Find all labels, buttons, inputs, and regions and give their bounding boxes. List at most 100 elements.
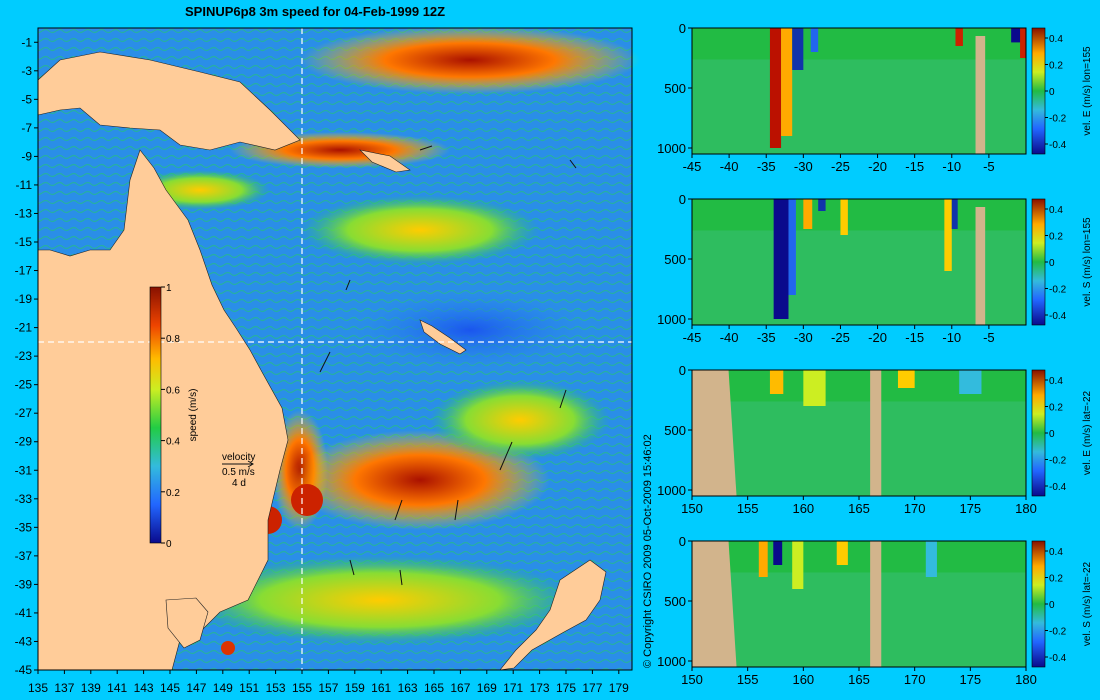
section-x-tick-label: 170 [904,672,926,687]
map-x-tick-label: 145 [160,681,180,695]
section-x-tick-label: -5 [983,159,995,174]
map-y-tick-label: -3 [21,64,32,78]
map-x-tick-label: 169 [477,681,497,695]
section-x-tick-label: 150 [681,672,703,687]
section-x-tick-label: -25 [831,330,850,345]
section-x-tick-label: -30 [794,159,813,174]
section-y-tick-label: 0 [679,534,686,549]
vector-key-value: 0.5 m/s [222,467,255,478]
section-velocity-feature [836,541,848,565]
section-colorbar-tick-label: -0.2 [1049,627,1067,638]
speed-colorbar-gradient [149,286,162,544]
section-colorbar-tick-label: 0 [1049,258,1055,269]
section-panel-4: 150 155 160 165 170 175 180 0 500 1000 0.4 0.2 0 -0.2… [657,534,1093,687]
section-colorbar-tick-label: -0.2 [1049,285,1067,296]
map-frame [37,27,633,671]
map-y-tick-label: -31 [15,463,33,477]
tasmania-landmass [165,597,209,649]
section-colorbar-label: vel. E (m/s) lon=155 [1082,46,1093,136]
section-y-tick-label: 1000 [657,654,686,669]
section-colorbar-tick-label: -0.4 [1049,482,1067,493]
section-x-tick-label: -40 [720,330,739,345]
section-velocity-feature [792,541,804,589]
map-y-tick-label: -17 [15,264,33,278]
vector-key-duration: 4 d [232,478,246,489]
section-velocity-feature [781,28,793,136]
section-y-tick-label: 500 [664,81,686,96]
map-x-tick-label: 141 [107,681,127,695]
speed-colorbar-label: speed (m/s) [188,389,199,442]
section-velocity-feature [803,370,826,406]
map-x-tick-label: 147 [186,681,206,695]
map-y-tick-label: -11 [16,178,33,192]
eddy-4 [221,641,235,655]
section-x-tick-label: -20 [868,159,887,174]
new-guinea-landmass [37,51,301,151]
section-x-tick-label: 165 [848,672,870,687]
section-x-tick-label: -35 [757,159,776,174]
vector-key-arrowhead [247,460,254,468]
section-colorbar-tick-label: 0.2 [1049,574,1063,585]
page-title: SPINUP6p8 3m speed for 04-Feb-1999 12Z [185,4,446,19]
map-y-tick-label: -43 [15,634,33,648]
section-velocity-feature [1020,28,1026,58]
section-velocity-feature [810,28,819,52]
map-x-tick-label: 171 [503,681,523,695]
new-caledonia-landmass [419,319,467,355]
map-y-tick-label: -29 [15,435,33,449]
map-y-tick-label: -7 [21,121,32,135]
section-velocity-feature [840,199,848,235]
section-panel-2: -45 -40 -35 -30 -25 -20 -15 -10 -5 0 500 1000 0.4 0.2… [657,192,1093,345]
section-colorbar-tick-label: 0.2 [1049,61,1063,72]
quiet-region [350,290,590,370]
map-y-tick-label: -5 [21,92,32,106]
section-x-tick-label: 180 [1015,501,1037,516]
coral-sea-current [300,195,540,265]
section-panels: -45 -40 -35 -30 -25 -20 -15 -10 -5 0 500 1000 0.4 0.2… [657,21,1093,687]
section-colorbar-tick-label: 0.4 [1049,547,1063,558]
map-y-tick-label: -13 [15,206,33,220]
section-velocity-feature [955,28,963,46]
section-x-tick-label: 150 [681,501,703,516]
section-x-tick-label: 165 [848,501,870,516]
speed-colorbar-tick-label: 1 [166,283,172,294]
section-velocity-feature [951,199,958,229]
map-y-tick-label: -1 [21,35,32,49]
map-x-tick-label: 139 [81,681,101,695]
section-land-mask [870,370,882,496]
section-frame [691,27,1027,155]
section-velocity-feature [758,541,768,577]
section-x-tick-label: 160 [792,501,814,516]
section-colorbar-tick-label: -0.4 [1049,311,1067,322]
section-velocity-feature [897,370,915,388]
section-velocity-feature [769,28,782,148]
section-y-tick-label: 1000 [657,483,686,498]
section-x-tick-label: -10 [942,330,961,345]
map-x-tick-label: 151 [239,681,259,695]
section-colorbar-tick-label: 0 [1049,87,1055,98]
section-colorbar [1031,198,1046,326]
vector-key: velocity 0.5 m/s 4 d [222,452,255,489]
section-velocity-feature [959,370,982,394]
speed-colorbar-tick-label: 0 [166,539,172,550]
australia-landmass [37,149,289,671]
velocity-vector [499,441,513,471]
section-velocity-feature [818,199,826,211]
section-velocity-feature [792,28,804,70]
section-colorbar-tick-label: -0.4 [1049,140,1067,151]
velocity-vector [569,159,577,169]
map-y-tick-label: -15 [15,235,33,249]
section-x-tick-label: -45 [683,159,702,174]
section-velocity-feature [803,199,813,229]
section-x-tick-label: 170 [904,501,926,516]
velocity-vector [399,569,403,586]
section-x-tick-label: 160 [792,672,814,687]
map-x-tick-label: 155 [292,681,312,695]
speed-colorbar-tick-label: 0.4 [166,437,180,448]
section-velocity-feature [944,199,952,271]
section-colorbar-tick-label: 0.2 [1049,232,1063,243]
section-x-tick-label: 175 [959,501,981,516]
map-x-ticks: 135 137 139 141 143 145 147 149 151 153 155 157 159 1… [28,670,629,695]
section-lines [38,28,632,670]
